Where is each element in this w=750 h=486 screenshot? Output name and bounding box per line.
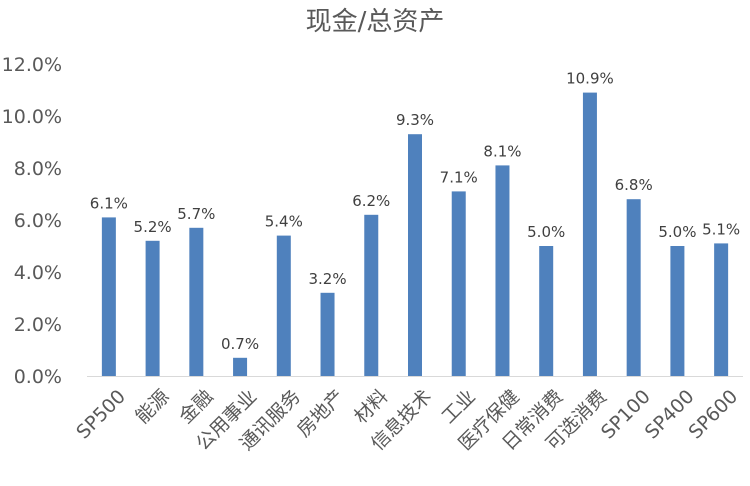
data-label: 7.1%: [440, 168, 478, 186]
chart-title: 现金/总资产: [306, 7, 445, 37]
category-label: SP600: [684, 386, 742, 444]
data-label: 3.2%: [308, 270, 346, 288]
data-label: 10.9%: [566, 70, 614, 88]
data-label: 6.8%: [615, 176, 653, 194]
y-axis-ticks: 0.0% 2.0% 4.0% 6.0% 8.0% 10.0% 12.0%: [2, 54, 62, 388]
category-label: 能源: [131, 386, 173, 428]
bar: [408, 134, 422, 376]
y-tick-label: 8.0%: [14, 158, 62, 180]
bar: [364, 214, 379, 376]
bar: [670, 246, 685, 376]
category-label: SP400: [641, 386, 699, 444]
bar: [495, 165, 510, 376]
data-label: 6.1%: [90, 194, 128, 212]
y-tick-label: 0.0%: [14, 366, 62, 388]
bar: [320, 292, 335, 376]
data-label: 5.0%: [658, 223, 696, 241]
data-label: 5.7%: [177, 205, 215, 223]
data-labels: 6.1% 5.2% 5.7% 0.7% 5.4% 3.2% 6.2% 9.3% 7.1% 8.1%…: [90, 70, 740, 353]
data-label: 8.1%: [483, 142, 521, 160]
bar: [582, 92, 597, 376]
bar: [539, 246, 554, 376]
y-tick-label: 10.0%: [2, 106, 62, 128]
bars: [101, 92, 729, 376]
category-label: SP100: [597, 386, 655, 444]
data-label: 9.3%: [396, 111, 434, 129]
y-tick-label: 4.0%: [14, 262, 62, 284]
bar: [714, 243, 729, 376]
bar: [101, 217, 116, 376]
data-label: 0.7%: [221, 335, 259, 353]
bar: [626, 199, 641, 376]
y-tick-label: 2.0%: [14, 314, 62, 336]
bar: [189, 227, 204, 376]
bar: [276, 235, 291, 376]
data-label: 6.2%: [352, 192, 390, 210]
bar: [145, 240, 160, 376]
data-label: 5.0%: [527, 223, 565, 241]
data-label: 5.4%: [265, 213, 303, 231]
data-label: 5.1%: [702, 220, 740, 238]
category-label: SP500: [72, 386, 130, 444]
bar: [233, 357, 248, 376]
y-tick-label: 12.0%: [2, 54, 62, 76]
data-label: 5.2%: [134, 218, 172, 236]
bar: [451, 191, 466, 376]
category-label: 房地产: [293, 386, 349, 442]
y-tick-label: 6.0%: [14, 210, 62, 232]
